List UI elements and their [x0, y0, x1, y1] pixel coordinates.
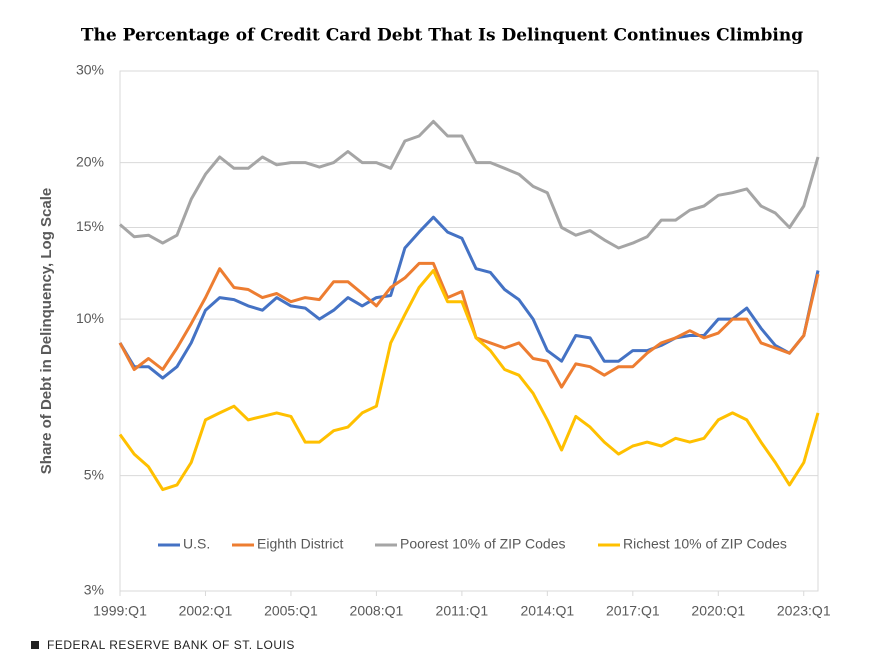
- x-tick-label: 2014:Q1: [520, 603, 574, 619]
- x-tick-label: 2008:Q1: [350, 603, 404, 619]
- y-tick-label: 30%: [76, 62, 104, 78]
- legend-label: Eighth District: [257, 536, 343, 552]
- series-line: [118, 261, 820, 389]
- legend-label: Poorest 10% of ZIP Codes: [400, 536, 566, 552]
- y-tick-label: 20%: [76, 153, 104, 169]
- x-tick-label: 2005:Q1: [264, 603, 318, 619]
- series-line: [119, 119, 820, 250]
- source: FEDERAL RESERVE BANK OF ST. LOUIS: [47, 638, 295, 652]
- plot-frame: [119, 70, 819, 592]
- x-tick-label: 2017:Q1: [606, 603, 660, 619]
- series-line: [118, 215, 820, 380]
- series-line: [118, 269, 820, 492]
- y-tick-label: 5%: [84, 466, 104, 482]
- legend-label: U.S.: [183, 536, 210, 552]
- y-tick-label: 3%: [84, 582, 104, 598]
- y-axis-label: Share of Debt in Delinquency, Log Scale: [38, 188, 55, 474]
- x-tick-label: 2011:Q1: [436, 603, 489, 619]
- legend-label: Richest 10% of ZIP Codes: [623, 536, 787, 552]
- y-tick-label: 15%: [76, 218, 104, 234]
- x-tick-label: 2023:Q1: [777, 603, 831, 619]
- chart-title: The Percentage of Credit Card Debt That …: [81, 26, 803, 46]
- x-tick-label: 1999:Q1: [93, 603, 147, 619]
- y-tick-label: 10%: [76, 310, 104, 326]
- x-tick-label: 2020:Q1: [691, 603, 745, 619]
- source-icon: [31, 641, 39, 649]
- x-tick-label: 2002:Q1: [179, 603, 233, 619]
